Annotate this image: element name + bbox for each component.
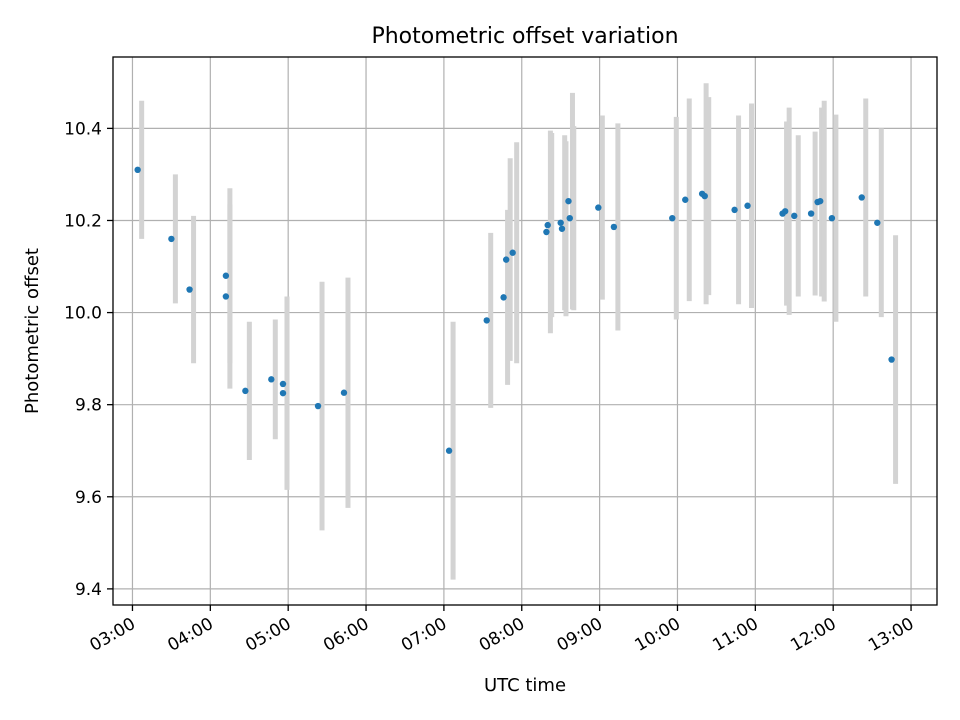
grid xyxy=(113,57,937,605)
x-tick-label: 10:00 xyxy=(632,614,684,656)
data-point xyxy=(483,317,490,324)
data-point xyxy=(595,204,602,211)
x-tick-label: 06:00 xyxy=(320,614,372,656)
y-tick-label: 10.0 xyxy=(64,304,102,324)
data-point xyxy=(557,219,564,226)
x-tick-label: 03:00 xyxy=(87,614,139,656)
data-point xyxy=(817,197,824,205)
data-point xyxy=(858,194,865,201)
x-tick-label: 04:00 xyxy=(164,614,216,656)
x-tick-label: 13:00 xyxy=(865,614,917,656)
y-tick-label: 9.8 xyxy=(75,396,102,416)
data-point xyxy=(186,286,193,293)
data-point xyxy=(791,212,798,220)
data-point xyxy=(502,256,510,263)
error-bars xyxy=(139,83,899,580)
x-tick-label: 08:00 xyxy=(476,614,528,656)
data-point xyxy=(565,197,572,205)
data-point xyxy=(874,219,881,226)
chart-title: Photometric offset variation xyxy=(371,24,678,49)
data-point xyxy=(340,389,348,396)
data-point xyxy=(544,221,551,229)
data-points xyxy=(134,166,895,454)
x-tick-label: 11:00 xyxy=(709,614,761,656)
data-point xyxy=(500,294,507,301)
y-axis-label: Photometric offset xyxy=(22,248,43,414)
y-tick-label: 9.4 xyxy=(75,580,102,600)
data-point xyxy=(134,166,141,174)
data-point xyxy=(807,210,815,217)
data-point xyxy=(509,249,516,256)
data-point xyxy=(682,196,689,203)
data-point xyxy=(669,214,676,222)
x-tick-label: 05:00 xyxy=(242,614,294,656)
data-point xyxy=(566,214,573,222)
y-tick-label: 9.6 xyxy=(75,488,102,508)
data-point xyxy=(242,387,249,395)
data-point xyxy=(701,192,708,200)
y-tick-label: 10.2 xyxy=(64,211,102,231)
data-point xyxy=(279,389,287,397)
data-point xyxy=(731,206,738,214)
data-point xyxy=(558,225,566,232)
data-point xyxy=(828,214,836,222)
x-tick-label: 07:00 xyxy=(398,614,450,656)
data-point xyxy=(543,228,550,236)
plot-frame xyxy=(112,56,938,606)
data-point xyxy=(610,223,618,231)
data-point xyxy=(279,380,287,388)
data-point xyxy=(744,202,751,209)
x-tick-label: 12:00 xyxy=(787,614,839,656)
data-point xyxy=(314,402,322,410)
data-point xyxy=(781,208,789,215)
data-point xyxy=(268,376,275,383)
y-tick-label: 10.4 xyxy=(64,119,102,139)
data-point xyxy=(888,356,895,363)
data-point xyxy=(168,235,175,243)
data-point xyxy=(222,272,230,279)
x-axis-label: UTC time xyxy=(484,675,566,696)
x-tick-label: 09:00 xyxy=(554,614,606,656)
data-point xyxy=(222,293,230,300)
data-point xyxy=(445,447,453,454)
